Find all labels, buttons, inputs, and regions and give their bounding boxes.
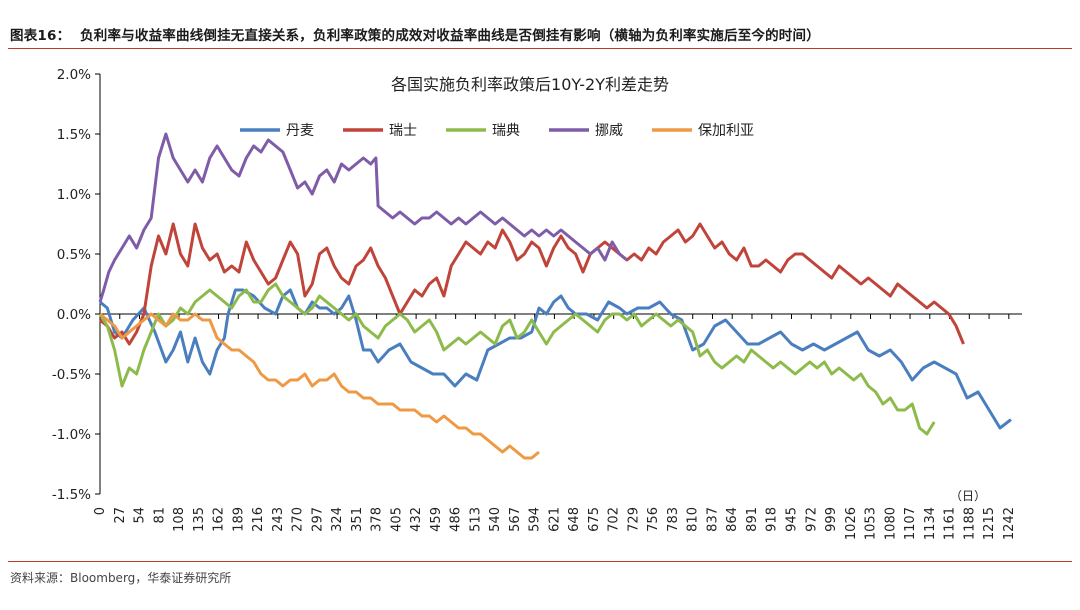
series-line-丹麦 [99, 288, 1012, 430]
x-tick-label: 1053 [864, 507, 879, 540]
x-tick-label: 810 [686, 507, 701, 532]
x-tick-label: 27 [113, 507, 128, 524]
x-tick-label: 729 [626, 507, 641, 532]
y-tick-label: 2.0% [57, 67, 91, 83]
x-tick-label: 1107 [903, 507, 918, 540]
x-tick-label: 216 [251, 507, 266, 532]
top-rule [8, 48, 1072, 49]
x-tick-label: 1026 [844, 507, 859, 540]
x-tick-label: 702 [607, 507, 622, 532]
x-tick-label: 297 [310, 507, 325, 532]
x-tick-label: 1188 [962, 507, 977, 540]
series-lines [98, 132, 1012, 460]
x-tick-label: 864 [725, 507, 740, 532]
chart-title: 各国实施负利率政策后10Y-2Y利差走势 [391, 75, 669, 94]
x-tick-label: 972 [804, 507, 819, 532]
source-note: 资料来源：Bloomberg，华泰证券研究所 [10, 571, 232, 585]
x-tick-label: 648 [567, 507, 582, 532]
figure-title: 负利率与收益率曲线倒挂无直接关系，负利率政策的成效对收益率曲线是否倒挂有影响（横… [80, 28, 820, 44]
x-tick-label: 1080 [883, 507, 898, 540]
x-axis-unit: （日） [950, 489, 986, 503]
x-tick-label: 999 [824, 507, 839, 532]
legend-label: 瑞典 [492, 123, 520, 139]
x-axis: 0 27 54 81 108 135 162 189 216 243 270 297 324 351 378… [93, 313, 1022, 540]
y-axis: 2.0% 1.5% 1.0% 0.5% 0.0% -0.5% -1.0% -1.5% [52, 67, 101, 503]
y-tick-label: 0.0% [57, 307, 91, 323]
figure-caption: 图表16： 负利率与收益率曲线倒挂无直接关系，负利率政策的成效对收益率曲线是否倒… [10, 24, 820, 44]
y-tick-label: 0.5% [57, 247, 91, 263]
x-tick-label: 405 [389, 507, 404, 532]
x-tick-label: 135 [192, 507, 207, 532]
x-tick-label: 891 [745, 507, 760, 532]
x-tick-label: 108 [172, 507, 187, 532]
x-tick-label: 918 [765, 507, 780, 532]
legend-label: 保加利亚 [698, 123, 754, 139]
x-tick-label: 567 [508, 507, 523, 532]
legend-label: 丹麦 [286, 123, 314, 139]
x-tick-label: 189 [231, 507, 246, 532]
legend-label: 挪威 [595, 123, 623, 139]
series-line-瑞士 [99, 222, 965, 346]
series-line-保加利亚 [99, 312, 540, 460]
y-tick-label: -1.0% [52, 427, 91, 443]
x-tick-label: 1161 [943, 507, 958, 540]
x-tick-label: 1242 [1002, 507, 1017, 540]
y-tick-label: 1.0% [57, 187, 91, 203]
series-line-挪威 [98, 132, 628, 303]
x-tick-label: 351 [350, 507, 365, 532]
x-tick-label: 513 [468, 507, 483, 532]
y-tick-label: 1.5% [57, 127, 91, 143]
x-tick-label: 1215 [982, 507, 997, 540]
x-tick-label: 81 [152, 507, 167, 524]
y-tick-label: -1.5% [52, 487, 91, 503]
series-line-瑞典 [98, 282, 936, 436]
x-tick-label: 432 [409, 507, 424, 532]
x-tick-label: 594 [528, 507, 543, 532]
x-tick-label: 54 [133, 507, 148, 524]
x-tick-label: 675 [587, 507, 602, 532]
chart: 各国实施负利率政策后10Y-2Y利差走势 丹麦 瑞士 瑞典 挪威 保加利亚 2.0% 1.… [52, 67, 1022, 540]
figure-label: 图表16： [10, 28, 71, 44]
x-tick-label: 756 [646, 507, 661, 532]
x-tick-label: 783 [666, 507, 681, 532]
x-tick-label: 0 [93, 507, 108, 515]
x-tick-label: 459 [429, 507, 444, 532]
chart-legend: 丹麦 瑞士 瑞典 挪威 保加利亚 [240, 123, 754, 139]
x-tick-label: 486 [449, 507, 464, 532]
x-tick-label: 270 [291, 507, 306, 532]
x-tick-label: 1134 [923, 507, 938, 540]
x-tick-label: 540 [488, 507, 503, 532]
x-tick-label: 162 [212, 507, 227, 532]
x-tick-label: 324 [330, 507, 345, 532]
legend-label: 瑞士 [389, 123, 417, 139]
x-tick-label: 621 [547, 507, 562, 532]
x-tick-label: 945 [785, 507, 800, 532]
x-tick-label: 243 [271, 507, 286, 532]
x-tick-label: 378 [370, 507, 385, 532]
x-tick-label: 837 [705, 507, 720, 532]
y-tick-label: -0.5% [52, 367, 91, 383]
bottom-rule [8, 561, 1072, 562]
